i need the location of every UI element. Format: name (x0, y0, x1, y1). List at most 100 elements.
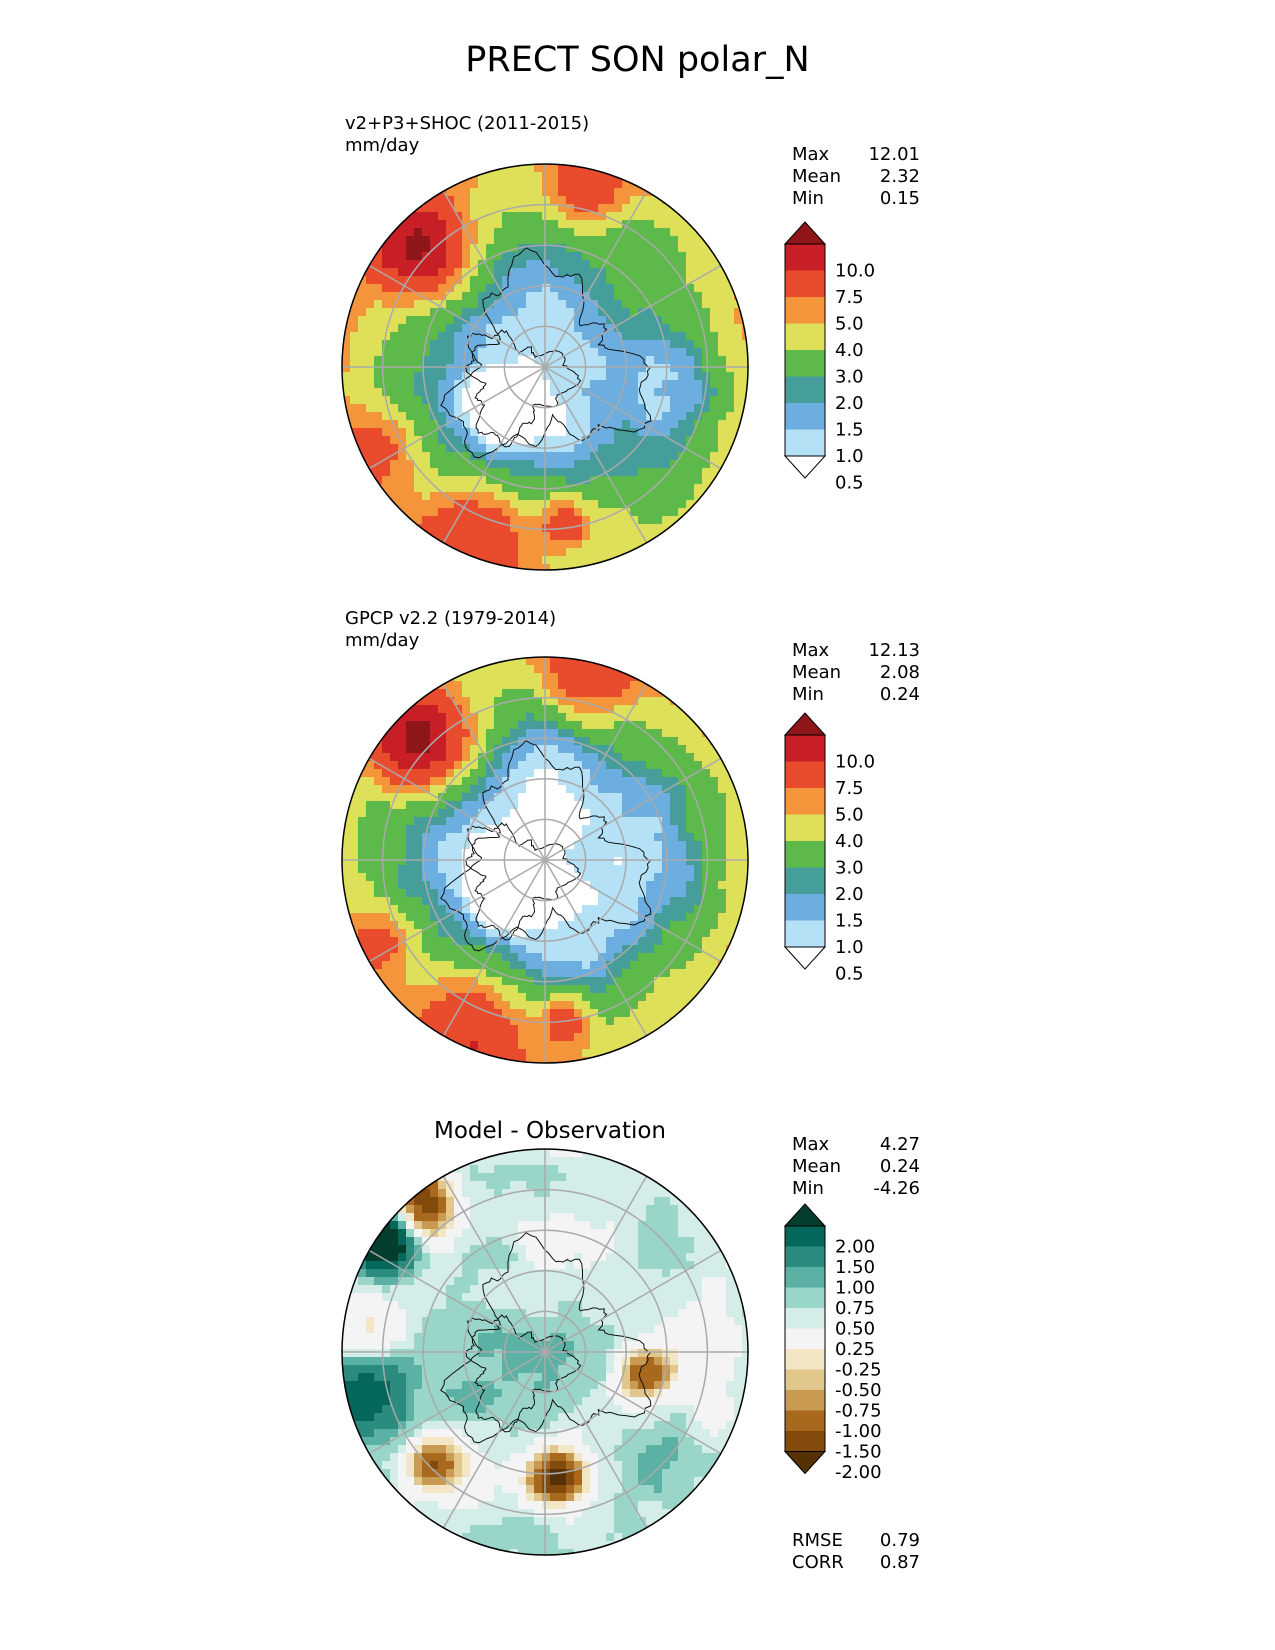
meridian (368, 1351, 546, 1455)
colorbar-extension-top (783, 221, 827, 245)
meridian (544, 859, 648, 1037)
stat-name: Min (792, 684, 824, 705)
meridian (544, 1249, 722, 1353)
colorbar-tick-label: 5.0 (835, 314, 864, 335)
colorbar-panel-3: 2.001.501.000.750.500.25-0.25-0.50-0.75-… (783, 1203, 882, 1483)
colorbar-segment (785, 376, 825, 403)
meridian (544, 757, 722, 861)
colorbar-extension-top (783, 1203, 827, 1227)
colorbar-tick-label: 0.50 (835, 1319, 875, 1340)
colorbar-tick-label: -0.50 (835, 1380, 882, 1401)
stat-name: Max (792, 640, 830, 661)
colorbar-panel-1: 10.0 7.5 5.0 4.0 3.0 2.0 1.5 1.0 0.5 (783, 221, 875, 494)
meridian (544, 366, 722, 470)
colorbar-tick-label: 0.5 (835, 964, 864, 985)
colorbar-segment (785, 920, 825, 947)
colorbar-tick-label: 1.00 (835, 1278, 875, 1299)
metric-value: 0.79 (879, 1530, 920, 1551)
colorbar-tick-label: 4.0 (835, 340, 864, 361)
colorbar-segment (785, 244, 825, 271)
colorbar-extension-bottom (783, 946, 827, 970)
colorbar-segment (785, 1287, 825, 1308)
graticule (342, 657, 748, 1063)
polar-map-3 (341, 1148, 749, 1556)
graticule (342, 1149, 748, 1555)
colorbar-tick-label: 0.75 (835, 1298, 875, 1319)
panel-2-label: GPCP v2.2 (1979-2014) mm/day (345, 608, 556, 652)
graticule (342, 164, 748, 570)
colorbar-segment (785, 814, 825, 841)
panel-2-case: GPCP v2.2 (1979-2014) (345, 608, 557, 629)
colorbar-segment (785, 297, 825, 324)
coastline (465, 1314, 582, 1433)
colorbar-tick-label: 10.0 (835, 261, 875, 282)
stat-value: 0.15 (879, 188, 920, 209)
colorbar-segment (785, 735, 825, 762)
coastline (465, 329, 582, 448)
colorbar-segment (785, 841, 825, 868)
stat-value: 0.24 (879, 684, 920, 705)
colorbar-segment (785, 1328, 825, 1349)
colorbar-segment (785, 1226, 825, 1247)
meridian (442, 683, 546, 861)
coastline (465, 822, 582, 941)
metric-value: 0.87 (879, 1552, 920, 1573)
meridian (368, 264, 546, 368)
map-boundary (341, 656, 749, 1064)
meridian (368, 859, 546, 963)
meridian (544, 1175, 648, 1353)
meridian (544, 264, 722, 368)
colorbar-tick-label: 10.0 (835, 752, 875, 773)
panel-1-case: v2+P3+SHOC (2011-2015) (345, 113, 590, 134)
colorbar-segment (785, 323, 825, 350)
colorbar-segment (785, 429, 825, 456)
colorbar-tick-label: -2.00 (835, 1462, 882, 1483)
meridian (544, 683, 648, 861)
colorbar-segment (785, 1267, 825, 1288)
colorbar-tick-label: 1.50 (835, 1257, 875, 1278)
colorbar-extension-bottom (783, 455, 827, 479)
meridian (544, 1351, 648, 1529)
meridian (544, 859, 722, 963)
panel-1-units: mm/day (345, 135, 420, 156)
field-cells (342, 1149, 748, 1555)
colorbar-segment (785, 1410, 825, 1431)
colorbar-segment (785, 894, 825, 921)
meridian (442, 1175, 546, 1353)
figure-title: PRECT SON polar_N (465, 40, 810, 80)
meridian (368, 757, 546, 861)
meridian (544, 366, 648, 544)
metric-name: CORR (792, 1552, 844, 1573)
stat-name: Max (792, 144, 830, 165)
polar-map-2 (341, 656, 749, 1064)
colorbar-tick-label: 1.0 (835, 446, 864, 467)
colorbar-segment (785, 350, 825, 377)
colorbar-segment (785, 1431, 825, 1452)
colorbar-segment (785, 761, 825, 788)
colorbar-tick-label: 1.5 (835, 420, 864, 441)
stat-value: 2.08 (879, 662, 920, 683)
colorbar-extension-bottom (783, 1451, 827, 1475)
colorbar-segment (785, 867, 825, 894)
colorbar-frame (784, 734, 826, 948)
colorbar-segment (785, 1369, 825, 1390)
colorbar-segment (785, 1246, 825, 1267)
colorbar-tick-label: 4.0 (835, 831, 864, 852)
colorbar-frame (784, 1225, 826, 1452)
stat-name: Max (792, 1134, 830, 1155)
colorbar-tick-label: -0.25 (835, 1360, 882, 1381)
panel-2-stats: Max 12.13 Mean 2.08 Min 0.24 (792, 640, 920, 706)
stat-name: Mean (792, 662, 842, 683)
panel-1-stats: Max 12.01 Mean 2.32 Min 0.15 (792, 144, 920, 210)
colorbar-frame (784, 243, 826, 457)
panel-1-label: v2+P3+SHOC (2011-2015) mm/day (345, 113, 589, 157)
difference-title: Model - Observation (433, 1118, 667, 1144)
stat-name: Mean (792, 166, 842, 187)
stat-value: 12.01 (868, 144, 920, 165)
meridian (442, 366, 546, 544)
meridian (442, 859, 546, 1037)
colorbar-tick-label: 2.00 (835, 1237, 875, 1258)
colorbar-panel-2: 10.0 7.5 5.0 4.0 3.0 2.0 1.5 1.0 0.5 (783, 712, 875, 985)
polar-map-1 (341, 163, 749, 571)
field-cells (342, 164, 748, 570)
